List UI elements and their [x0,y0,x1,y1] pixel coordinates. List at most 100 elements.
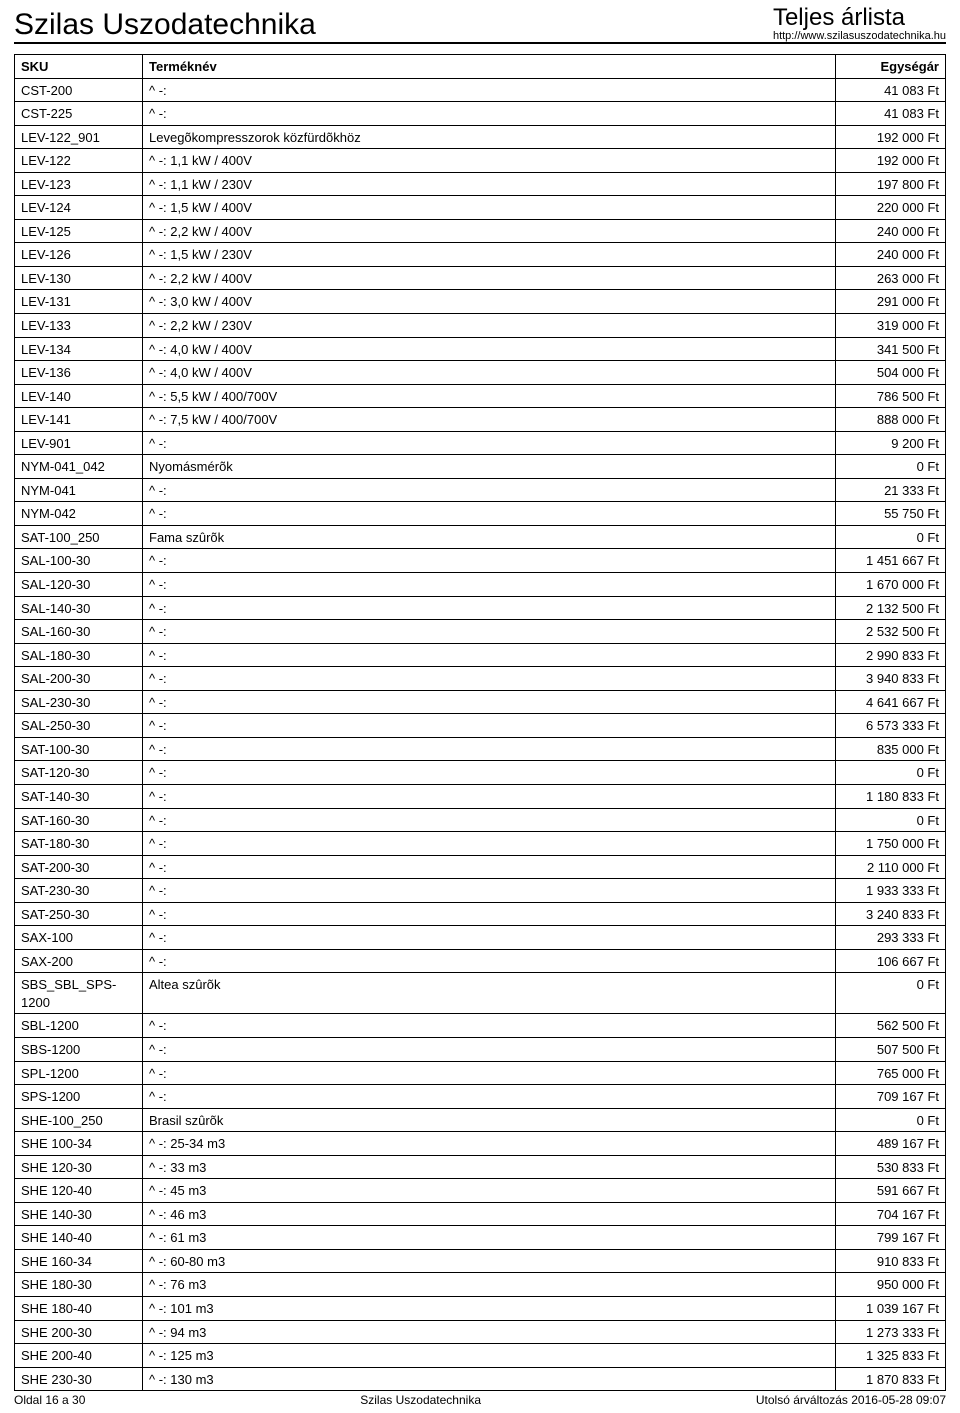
cell-name: ^ -: [143,1014,836,1038]
cell-price: 489 167 Ft [836,1132,946,1156]
cell-price: 591 667 Ft [836,1179,946,1203]
cell-price: 6 573 333 Ft [836,714,946,738]
site-url: http://www.szilasuszodatechnika.hu [773,30,946,42]
table-row: SAL-100-30^ -:1 451 667 Ft [15,549,946,573]
table-row: SBS_SBL_SPS-1200Altea szûrõk0 Ft [15,973,946,1014]
table-row: SAX-100^ -:293 333 Ft [15,926,946,950]
cell-name: ^ -: [143,573,836,597]
cell-name: Altea szûrõk [143,973,836,1014]
cell-name: ^ -: 2,2 kW / 230V [143,314,836,338]
table-row: SAT-230-30^ -:1 933 333 Ft [15,879,946,903]
cell-sku: LEV-122_901 [15,125,143,149]
cell-price: 291 000 Ft [836,290,946,314]
footer-updated: Utolsó árváltozás 2016-05-28 09:07 [756,1393,946,1407]
cell-price: 1 750 000 Ft [836,832,946,856]
table-row: CST-225^ -:41 083 Ft [15,102,946,126]
cell-sku: SAL-140-30 [15,596,143,620]
cell-price: 888 000 Ft [836,408,946,432]
cell-name: ^ -: 1,1 kW / 230V [143,172,836,196]
cell-name: ^ -: [143,879,836,903]
cell-sku: SHE-100_250 [15,1108,143,1132]
cell-name: ^ -: [143,808,836,832]
cell-name: ^ -: [143,620,836,644]
cell-sku: SAL-180-30 [15,643,143,667]
cell-name: ^ -: [143,855,836,879]
page: Szilas Uszodatechnika Teljes árlista htt… [0,0,960,1391]
cell-sku: SAX-200 [15,949,143,973]
table-row: NYM-041_042Nyomásmérõk0 Ft [15,455,946,479]
cell-name: ^ -: [143,549,836,573]
table-row: SAL-180-30^ -:2 990 833 Ft [15,643,946,667]
cell-price: 192 000 Ft [836,149,946,173]
cell-sku: LEV-124 [15,196,143,220]
cell-sku: SAL-100-30 [15,549,143,573]
cell-name: Brasil szûrõk [143,1108,836,1132]
cell-price: 799 167 Ft [836,1226,946,1250]
cell-price: 1 180 833 Ft [836,784,946,808]
cell-name: ^ -: 25-34 m3 [143,1132,836,1156]
cell-sku: SBL-1200 [15,1014,143,1038]
table-row: SAT-160-30^ -:0 Ft [15,808,946,832]
table-row: LEV-133^ -: 2,2 kW / 230V319 000 Ft [15,314,946,338]
cell-sku: SHE 180-40 [15,1296,143,1320]
cell-price: 0 Ft [836,808,946,832]
cell-sku: SAT-180-30 [15,832,143,856]
cell-name: ^ -: [143,502,836,526]
footer-company: Szilas Uszodatechnika [360,1393,481,1407]
table-row: SPS-1200^ -:709 167 Ft [15,1085,946,1109]
cell-name: ^ -: 1,5 kW / 400V [143,196,836,220]
cell-sku: SHE 160-34 [15,1249,143,1273]
cell-price: 41 083 Ft [836,78,946,102]
cell-name: ^ -: [143,478,836,502]
cell-sku: SAT-200-30 [15,855,143,879]
cell-name: Nyomásmérõk [143,455,836,479]
cell-sku: LEV-131 [15,290,143,314]
table-row: LEV-124^ -: 1,5 kW / 400V220 000 Ft [15,196,946,220]
pricelist-table: SKU Terméknév Egységár CST-200^ -:41 083… [14,54,946,1391]
cell-name: ^ -: [143,832,836,856]
cell-sku: LEV-130 [15,266,143,290]
cell-price: 240 000 Ft [836,219,946,243]
cell-name: ^ -: [143,1061,836,1085]
cell-price: 1 325 833 Ft [836,1344,946,1368]
cell-name: ^ -: [143,1085,836,1109]
cell-price: 197 800 Ft [836,172,946,196]
cell-price: 950 000 Ft [836,1273,946,1297]
cell-name: ^ -: 46 m3 [143,1202,836,1226]
cell-name: ^ -: [143,667,836,691]
cell-name: Levegõkompresszorok közfürdõkhöz [143,125,836,149]
table-row: SHE 120-30^ -: 33 m3530 833 Ft [15,1155,946,1179]
cell-sku: SHE 230-30 [15,1367,143,1391]
cell-sku: SHE 180-30 [15,1273,143,1297]
table-row: SBL-1200^ -:562 500 Ft [15,1014,946,1038]
cell-name: ^ -: [143,714,836,738]
cell-price: 240 000 Ft [836,243,946,267]
cell-sku: SAT-100-30 [15,737,143,761]
cell-name: ^ -: 130 m3 [143,1367,836,1391]
cell-name: ^ -: 2,2 kW / 400V [143,266,836,290]
cell-price: 3 940 833 Ft [836,667,946,691]
cell-price: 4 641 667 Ft [836,690,946,714]
table-row: SHE 160-34^ -: 60-80 m3910 833 Ft [15,1249,946,1273]
cell-name: ^ -: 45 m3 [143,1179,836,1203]
table-row: SHE 200-30^ -: 94 m31 273 333 Ft [15,1320,946,1344]
cell-price: 2 990 833 Ft [836,643,946,667]
cell-price: 41 083 Ft [836,102,946,126]
cell-sku: LEV-140 [15,384,143,408]
cell-price: 786 500 Ft [836,384,946,408]
cell-sku: NYM-041_042 [15,455,143,479]
cell-name: Fama szûrõk [143,525,836,549]
cell-name: ^ -: [143,784,836,808]
cell-price: 341 500 Ft [836,337,946,361]
cell-price: 835 000 Ft [836,737,946,761]
cell-price: 293 333 Ft [836,926,946,950]
cell-price: 1 451 667 Ft [836,549,946,573]
cell-name: ^ -: [143,737,836,761]
table-row: SPL-1200^ -:765 000 Ft [15,1061,946,1085]
cell-price: 192 000 Ft [836,125,946,149]
cell-sku: SPS-1200 [15,1085,143,1109]
cell-name: ^ -: [143,949,836,973]
cell-name: ^ -: [143,690,836,714]
cell-price: 1 870 833 Ft [836,1367,946,1391]
cell-sku: SHE 120-40 [15,1179,143,1203]
